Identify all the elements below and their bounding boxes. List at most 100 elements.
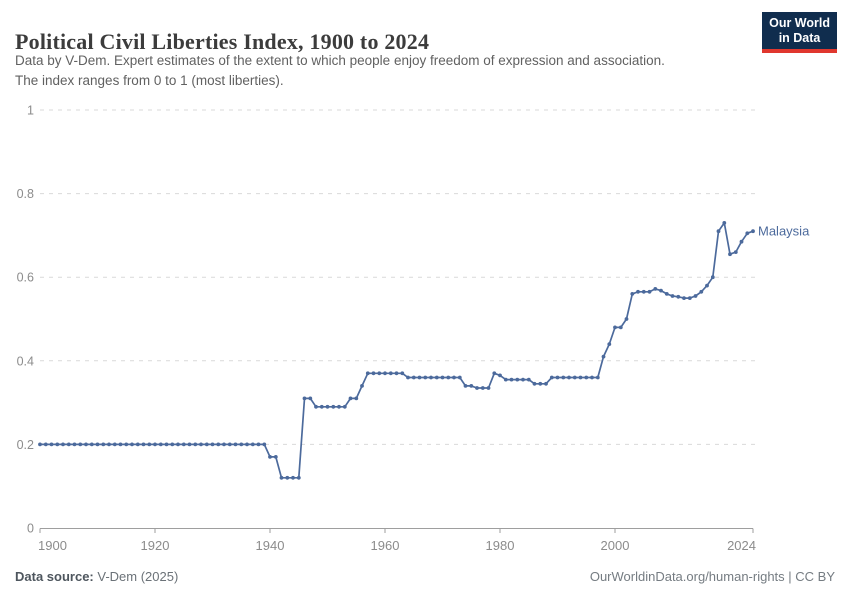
data-point: [256, 442, 261, 447]
data-point: [693, 294, 698, 298]
data-point: [457, 375, 462, 380]
data-point: [532, 381, 537, 386]
data-point: [526, 377, 531, 382]
data-point: [647, 289, 652, 294]
data-point: [682, 296, 686, 300]
data-source-value: V-Dem (2025): [97, 569, 179, 584]
chart-footer: Data source: V-Dem (2025) OurWorldinData…: [15, 569, 835, 584]
data-point: [348, 396, 353, 401]
data-point: [101, 442, 106, 447]
data-point: [463, 384, 468, 388]
data-point: [607, 342, 612, 346]
chart-title: Political Civil Liberties Index, 1900 to…: [15, 28, 430, 54]
data-point: [670, 294, 675, 298]
data-point: [337, 404, 341, 409]
data-point: [388, 371, 393, 376]
data-point: [153, 442, 157, 447]
data-source-label: Data source:: [15, 569, 94, 584]
data-point: [722, 221, 727, 225]
data-point: [291, 475, 295, 480]
data-point: [659, 288, 663, 293]
data-point: [124, 442, 129, 447]
data-point: [135, 442, 140, 447]
data-point: [147, 442, 152, 447]
data-point: [549, 375, 554, 380]
owid-logo-line2: in Data: [778, 31, 821, 45]
data-point: [434, 375, 439, 380]
data-point: [61, 442, 65, 447]
data-point: [66, 442, 71, 447]
data-point: [118, 442, 123, 447]
data-point: [199, 442, 203, 447]
data-point: [78, 442, 83, 447]
data-point: [204, 442, 209, 447]
data-point: [354, 396, 359, 401]
data-point: [705, 283, 709, 288]
data-point: [492, 371, 497, 376]
data-point: [745, 231, 750, 236]
x-tick-label: 2024: [727, 538, 756, 553]
data-point: [739, 239, 744, 244]
data-point: [406, 375, 410, 380]
data-point: [567, 375, 571, 380]
data-point: [630, 292, 635, 296]
data-point: [233, 442, 238, 447]
data-point: [365, 371, 370, 376]
data-point: [452, 375, 456, 380]
data-point: [624, 317, 629, 321]
data-point: [613, 325, 617, 330]
data-point: [521, 377, 525, 382]
data-point: [480, 386, 485, 390]
data-point: [377, 371, 382, 376]
data-point: [636, 289, 640, 294]
data-point: [107, 442, 111, 447]
chart-subtitle: Data by V-Dem. Expert estimates of the e…: [15, 51, 755, 90]
data-point: [664, 292, 669, 296]
owid-url-link[interactable]: OurWorldinData.org/human-rights | CC BY: [589, 569, 835, 584]
data-point: [84, 442, 88, 447]
data-point: [383, 371, 387, 376]
data-point: [193, 442, 198, 447]
x-tick-label: 1900: [38, 538, 67, 553]
data-point: [285, 475, 290, 480]
owid-logo[interactable]: Our World in Data: [762, 12, 837, 53]
series-label-malaysia: Malaysia: [758, 224, 810, 239]
data-point: [319, 404, 324, 409]
data-point: [653, 287, 658, 291]
data-point: [72, 442, 77, 447]
y-tick-label: 0.2: [17, 438, 34, 452]
y-tick-label: 1: [27, 104, 34, 118]
data-point: [262, 442, 267, 447]
data-point: [268, 455, 272, 459]
data-point: [578, 375, 583, 380]
data-point: [360, 384, 364, 388]
data-point: [423, 375, 428, 380]
subtitle-line-1: Data by V-Dem. Expert estimates of the e…: [15, 53, 665, 68]
data-point: [561, 375, 566, 380]
data-point: [55, 442, 60, 447]
data-point: [314, 404, 318, 409]
data-point: [141, 442, 146, 447]
data-point: [538, 381, 543, 386]
data-point: [475, 386, 479, 390]
data-point: [170, 442, 175, 447]
data-point: [187, 442, 192, 447]
data-point: [676, 294, 681, 299]
data-point: [699, 289, 704, 294]
y-tick-label: 0: [27, 522, 34, 536]
x-tick-label: 2000: [601, 538, 630, 553]
data-point: [417, 375, 422, 380]
data-point: [469, 384, 474, 388]
data-point: [43, 442, 48, 447]
data-point: [555, 375, 560, 380]
data-point: [595, 375, 600, 380]
data-point: [486, 386, 491, 390]
data-point: [112, 442, 117, 447]
data-point: [584, 375, 589, 380]
data-point: [273, 455, 278, 459]
data-point: [572, 375, 577, 380]
data-point: [342, 404, 347, 409]
data-point: [130, 442, 134, 447]
data-point: [210, 442, 215, 447]
